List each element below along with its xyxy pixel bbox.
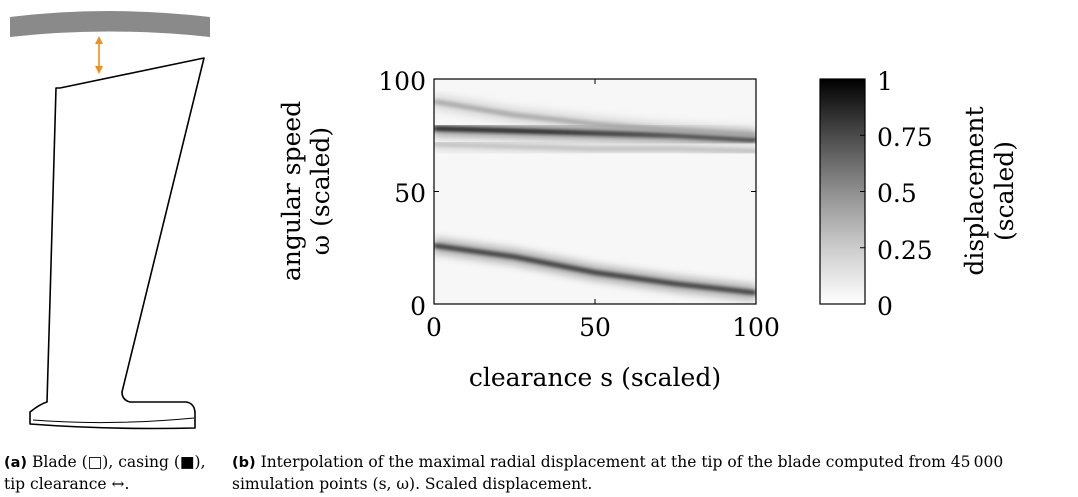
caption-b: (b) Interpolation of the maximal radial …	[232, 452, 1072, 495]
colorbar-tick-0: 0	[877, 292, 893, 321]
caption-a-tag: (a)	[4, 455, 28, 471]
x-tick-100: 100	[732, 313, 780, 342]
y-tick-100: 100	[378, 67, 426, 96]
caption-a-text: Blade (□), casing (■), tip clearance ↔.	[4, 453, 206, 493]
y-axis-label-line2: ω (scaled)	[306, 127, 335, 255]
colorbar-tick-0.25: 0.25	[877, 236, 933, 265]
caption-a: (a) Blade (□), casing (■), tip clearance…	[4, 452, 214, 495]
colorbar	[819, 78, 866, 305]
heatmap-chart: 0 50 100 0 50 100 clearance s (scaled) a…	[277, 67, 1019, 392]
ridge-3	[434, 141, 756, 154]
heatmap-field	[434, 93, 756, 301]
colorbar-tick-0.75: 0.75	[877, 123, 933, 152]
blade-diagram	[10, 11, 210, 430]
x-axis-label: clearance s (scaled)	[469, 363, 721, 392]
colorbar-ticks	[860, 78, 865, 305]
blade-outline	[29, 57, 205, 430]
caption-b-tag: (b)	[232, 455, 256, 471]
blade-platform-line	[32, 417, 195, 424]
tip-clearance-arrow	[95, 36, 103, 74]
ridge-2	[434, 243, 756, 296]
x-tick-50: 50	[579, 313, 611, 342]
y-tick-50: 50	[394, 179, 426, 208]
colorbar-tick-1: 1	[877, 67, 893, 96]
caption-b-text: Interpolation of the maximal radial disp…	[232, 453, 1004, 493]
axis-ticks	[433, 78, 757, 305]
casing	[10, 11, 210, 37]
colorbar-tick-0.5: 0.5	[877, 179, 917, 208]
colorbar-label-line1: displacement	[960, 106, 989, 275]
colorbar-label-line2: (scaled)	[990, 141, 1019, 241]
ridge-1	[434, 99, 756, 138]
x-tick-0: 0	[426, 313, 442, 342]
y-tick-0: 0	[410, 292, 426, 321]
y-axis-label-line1: angular speed	[277, 101, 306, 281]
